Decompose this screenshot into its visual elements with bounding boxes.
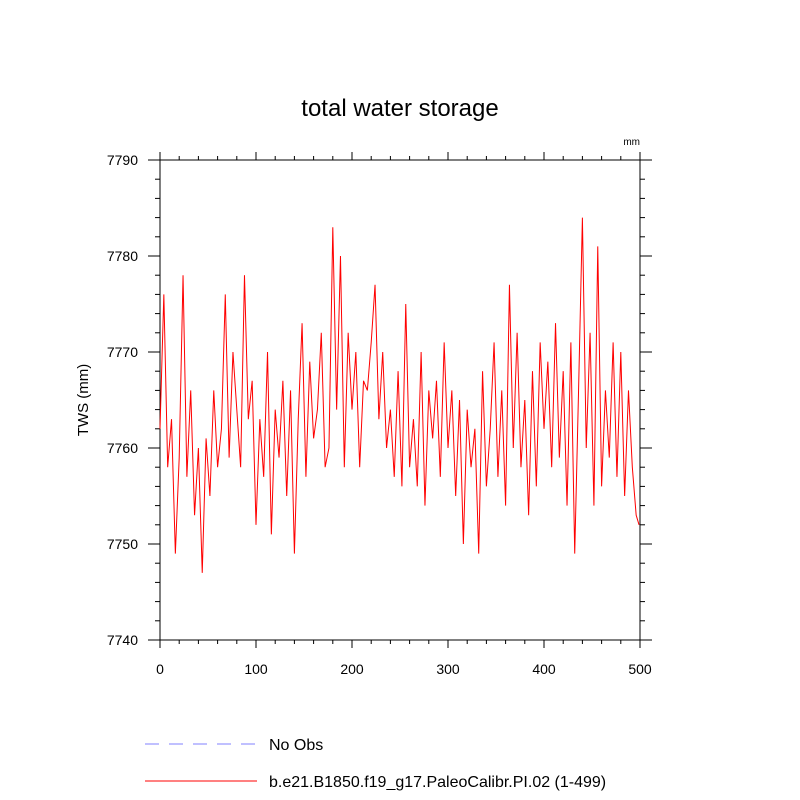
axis-ticks xyxy=(148,152,652,648)
series-layer xyxy=(159,217,640,573)
legend-label-0: No Obs xyxy=(269,737,323,754)
plot-frame xyxy=(159,159,641,641)
y-tick-label: 7790 xyxy=(107,152,138,168)
x-tick-label: 100 xyxy=(244,661,268,677)
y-tick-label: 7740 xyxy=(107,632,138,648)
legend: No Obs b.e21.B1850.f19_g17.PaleoCalibr.PI… xyxy=(145,737,606,791)
units-label: mm xyxy=(623,137,640,148)
x-tick-label: 300 xyxy=(436,661,460,677)
y-tick-label: 7780 xyxy=(107,248,138,264)
tick-labels: 0 100 200 300 400 500 7740 7750 7760 7770 7780 7790 xyxy=(107,152,652,677)
x-tick-label: 500 xyxy=(628,661,652,677)
legend-label-1: b.e21.B1850.f19_g17.PaleoCalibr.PI.02 (1… xyxy=(269,774,606,791)
chart-title: total water storage xyxy=(301,95,498,122)
series-line-1 xyxy=(159,217,640,573)
y-tick-label: 7760 xyxy=(107,440,138,456)
x-tick-label: 200 xyxy=(340,661,364,677)
y-tick-label: 7750 xyxy=(107,536,138,552)
x-tick-label: 400 xyxy=(532,661,556,677)
y-axis-label: TWS (mm) xyxy=(75,364,92,436)
x-tick-label: 0 xyxy=(156,661,164,677)
y-tick-label: 7770 xyxy=(107,344,138,360)
